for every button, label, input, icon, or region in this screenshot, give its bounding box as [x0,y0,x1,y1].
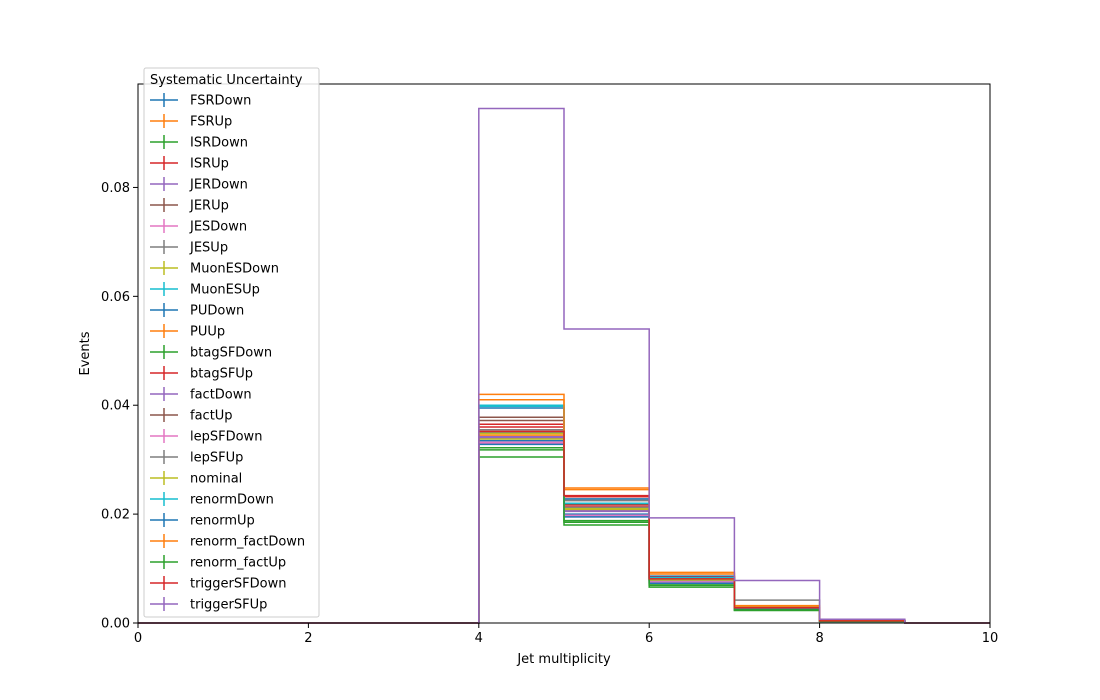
legend-label: ISRUp [190,157,229,172]
legend-item-factUp: factUp [150,408,233,424]
x-tick-label: 4 [475,631,483,646]
legend-label: triggerSFUp [190,598,267,613]
legend-item-MuonESUp: MuonESUp [150,282,260,298]
legend-item-renorm_factDown: renorm_factDown [150,534,305,550]
legend-item-JESUp: JESUp [150,240,228,256]
legend-item-JESDown: JESDown [150,219,247,235]
legend-label: JERUp [189,199,229,214]
legend-item-renorm_factUp: renorm_factUp [150,555,286,571]
legend-label: renormDown [190,493,274,508]
legend-item-JERDown: JERDown [150,177,248,193]
legend: Systematic Uncertainty FSRDown FSRUp ISRDo… [143,67,320,618]
y-axis-label: Events [78,331,93,375]
legend-item-lepSFUp: lepSFUp [150,450,243,466]
legend-item-triggerSFDown: triggerSFDown [150,576,286,592]
plot-frame [137,83,991,624]
legend-item-ISRUp: ISRUp [150,156,229,172]
legend-label: JESDown [189,220,247,235]
legend-item-factDown: factDown [150,387,252,403]
legend-label: lepSFUp [190,451,243,466]
legend-label: btagSFDown [190,346,272,361]
y-axis: 0.00 0.02 0.04 0.06 0.08 [101,181,138,632]
legend-label: JERDown [189,178,248,193]
y-tick-label: 0.06 [101,290,130,305]
legend-label: PUDown [190,304,244,319]
legend-title: Systematic Uncertainty [150,73,303,88]
legend-item-FSRUp: FSRUp [150,114,232,130]
legend-item-lepSFDown: lepSFDown [150,429,262,445]
y-tick-label: 0.08 [101,181,130,196]
legend-label: PUUp [190,325,225,340]
legend-box [143,67,320,618]
legend-items: FSRDown FSRUp ISRDown ISRUp JERDown JERUp JESD… [150,93,305,613]
legend-item-nominal: nominal [150,471,242,487]
legend-label: JESUp [189,241,228,256]
legend-item-ISRDown: ISRDown [150,135,248,151]
legend-item-JERUp: JERUp [150,198,229,214]
x-tick-label: 10 [982,631,999,646]
legend-item-btagSFDown: btagSFDown [150,345,272,361]
legend-item-MuonESDown: MuonESDown [150,261,279,277]
legend-item-triggerSFUp: triggerSFUp [150,597,267,613]
legend-item-renormDown: renormDown [150,492,274,508]
x-tick-label: 2 [304,631,312,646]
legend-label: FSRUp [190,115,232,130]
legend-label: ISRDown [190,136,248,151]
y-tick-label: 0.00 [101,617,130,632]
legend-item-renormUp: renormUp [150,513,255,529]
legend-label: nominal [190,472,242,487]
x-tick-label: 0 [134,631,142,646]
legend-label: MuonESUp [190,283,260,298]
legend-label: factDown [190,388,252,403]
legend-label: factUp [190,409,233,424]
legend-label: renorm_factUp [190,556,286,571]
legend-item-PUDown: PUDown [150,303,244,319]
legend-label: btagSFUp [190,367,253,382]
legend-label: MuonESDown [190,262,279,277]
x-axis-label: Jet multiplicity [516,652,611,667]
legend-label: lepSFDown [190,430,262,445]
x-tick-label: 6 [645,631,653,646]
legend-label: renormUp [190,514,255,529]
legend-label: triggerSFDown [190,577,286,592]
y-tick-label: 0.02 [101,508,130,523]
legend-item-btagSFUp: btagSFUp [150,366,253,382]
legend-label: renorm_factDown [190,535,305,550]
legend-item-PUUp: PUUp [150,324,225,340]
x-tick-label: 8 [815,631,823,646]
legend-label: FSRDown [190,94,251,109]
legend-item-FSRDown: FSRDown [150,93,251,109]
x-axis: 0 2 4 6 8 10 [134,623,998,646]
y-tick-label: 0.04 [101,399,130,414]
